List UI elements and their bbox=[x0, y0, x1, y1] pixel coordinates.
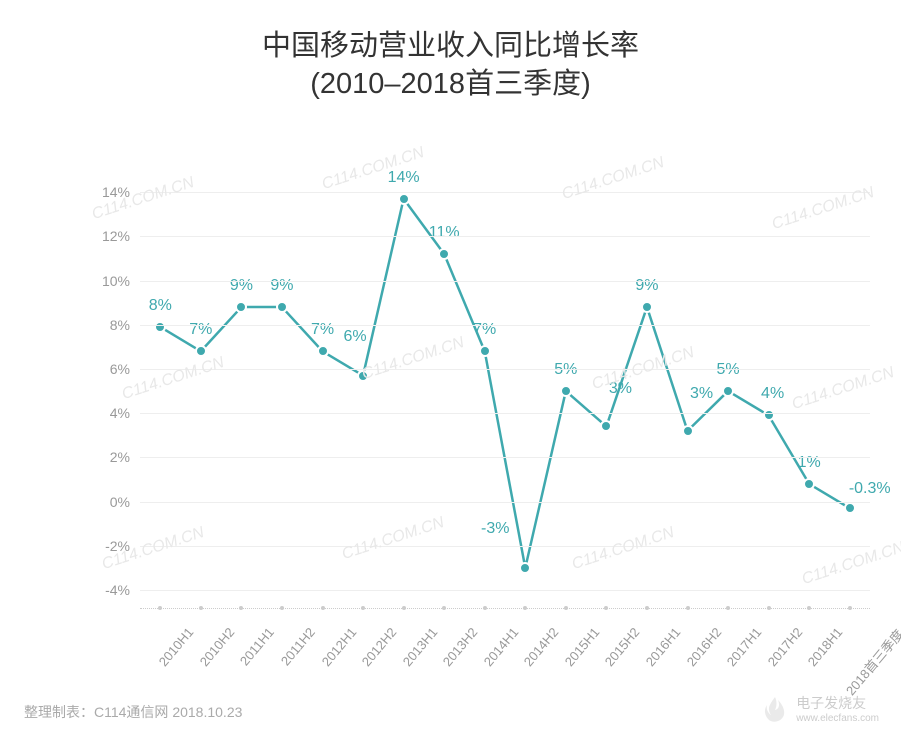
gridline bbox=[140, 502, 870, 503]
y-tick-label: 14% bbox=[102, 184, 130, 200]
data-marker bbox=[235, 301, 247, 313]
data-marker bbox=[479, 345, 491, 357]
x-tick-dot bbox=[564, 606, 568, 610]
y-tick-label: 8% bbox=[110, 317, 130, 333]
y-tick-label: 0% bbox=[110, 494, 130, 510]
x-axis-label: 2010H2 bbox=[196, 625, 237, 670]
gridline bbox=[140, 281, 870, 282]
gridline bbox=[140, 325, 870, 326]
x-tick-dot bbox=[807, 606, 811, 610]
x-tick-dot bbox=[199, 606, 203, 610]
gridline bbox=[140, 590, 870, 591]
x-axis-label: 2017H2 bbox=[764, 625, 805, 670]
data-marker bbox=[560, 385, 572, 397]
x-axis-label: 2012H2 bbox=[359, 625, 400, 670]
data-label: 14% bbox=[388, 169, 420, 187]
x-tick-dot bbox=[239, 606, 243, 610]
x-axis-label: 2015H1 bbox=[561, 625, 602, 670]
logo-subtext: www.elecfans.com bbox=[796, 713, 879, 724]
publisher-logo: 电子发烧友 www.elecfans.com bbox=[760, 693, 879, 724]
gridline bbox=[140, 192, 870, 193]
x-axis-label: 2018首三季度 bbox=[840, 625, 901, 699]
y-tick-label: 2% bbox=[110, 449, 130, 465]
x-axis-label: 2010H1 bbox=[156, 625, 197, 670]
data-label: -0.3% bbox=[849, 480, 891, 498]
x-tick-dot bbox=[361, 606, 365, 610]
x-axis-label: 2018H1 bbox=[805, 625, 846, 670]
data-label: 6% bbox=[343, 328, 366, 346]
data-marker bbox=[844, 502, 856, 514]
x-tick-dot bbox=[767, 606, 771, 610]
data-marker bbox=[600, 420, 612, 432]
x-tick-dot bbox=[848, 606, 852, 610]
data-marker bbox=[357, 370, 369, 382]
data-marker bbox=[763, 409, 775, 421]
data-marker bbox=[519, 562, 531, 574]
data-marker bbox=[722, 385, 734, 397]
y-tick-label: -2% bbox=[105, 538, 130, 554]
gridline bbox=[140, 236, 870, 237]
x-axis-label: 2012H1 bbox=[318, 625, 359, 670]
data-marker bbox=[438, 248, 450, 260]
data-label: 5% bbox=[716, 361, 739, 379]
flame-icon bbox=[760, 695, 790, 723]
x-axis-label: 2017H1 bbox=[724, 625, 765, 670]
chart-title: 中国移动营业收入同比增长率 (2010–2018首三季度) bbox=[0, 0, 901, 103]
x-tick-dot bbox=[442, 606, 446, 610]
x-axis-label: 2014H2 bbox=[521, 625, 562, 670]
data-marker bbox=[154, 321, 166, 333]
logo-text: 电子发烧友 bbox=[796, 693, 879, 713]
y-tick-label: 4% bbox=[110, 405, 130, 421]
gridline bbox=[140, 413, 870, 414]
x-tick-dot bbox=[158, 606, 162, 610]
gridline bbox=[140, 457, 870, 458]
x-tick-dot bbox=[483, 606, 487, 610]
x-axis-label: 2011H1 bbox=[237, 625, 277, 669]
x-tick-dot bbox=[280, 606, 284, 610]
data-label: 8% bbox=[149, 297, 172, 315]
data-label: 3% bbox=[690, 385, 713, 403]
gridline bbox=[140, 369, 870, 370]
data-label: 11% bbox=[429, 224, 460, 242]
y-tick-label: -4% bbox=[105, 582, 130, 598]
y-tick-label: 12% bbox=[102, 228, 130, 244]
x-tick-dot bbox=[645, 606, 649, 610]
x-tick-dot bbox=[604, 606, 608, 610]
x-axis-label: 2014H1 bbox=[480, 625, 521, 670]
data-label: 5% bbox=[554, 361, 577, 379]
data-marker bbox=[682, 425, 694, 437]
plot-area: 8%7%9%9%7%6%14%11%7%-3%5%3%9%3%5%4%1%-0.… bbox=[140, 170, 870, 590]
y-tick-label: 6% bbox=[110, 361, 130, 377]
x-axis-label: 2015H2 bbox=[602, 625, 643, 670]
data-marker bbox=[317, 345, 329, 357]
data-marker bbox=[195, 345, 207, 357]
data-label: 4% bbox=[761, 385, 784, 403]
x-tick-dot bbox=[523, 606, 527, 610]
x-axis-label: 2013H1 bbox=[399, 625, 440, 670]
data-marker bbox=[641, 301, 653, 313]
x-axis-label: 2016H2 bbox=[683, 625, 724, 670]
data-marker bbox=[276, 301, 288, 313]
data-marker bbox=[803, 478, 815, 490]
x-axis-label: 2011H2 bbox=[278, 625, 318, 669]
x-tick-dot bbox=[321, 606, 325, 610]
x-axis-label: 2016H1 bbox=[643, 625, 684, 670]
chart-title-line1: 中国移动营业收入同比增长率 bbox=[0, 28, 901, 66]
data-label: -3% bbox=[481, 520, 509, 538]
gridline bbox=[140, 546, 870, 547]
data-marker bbox=[398, 193, 410, 205]
x-tick-dot bbox=[402, 606, 406, 610]
x-baseline bbox=[140, 608, 870, 609]
line-series bbox=[160, 199, 849, 568]
y-tick-label: 10% bbox=[102, 273, 130, 289]
x-tick-dot bbox=[726, 606, 730, 610]
chart-title-line2: (2010–2018首三季度) bbox=[0, 66, 901, 104]
source-credit: 整理制表：C114通信网 2018.10.23 bbox=[24, 702, 242, 722]
data-label: 3% bbox=[609, 380, 632, 398]
x-axis-label: 2013H2 bbox=[440, 625, 481, 670]
chart-area: 8%7%9%9%7%6%14%11%7%-3%5%3%9%3%5%4%1%-0.… bbox=[70, 170, 870, 590]
x-tick-dot bbox=[686, 606, 690, 610]
